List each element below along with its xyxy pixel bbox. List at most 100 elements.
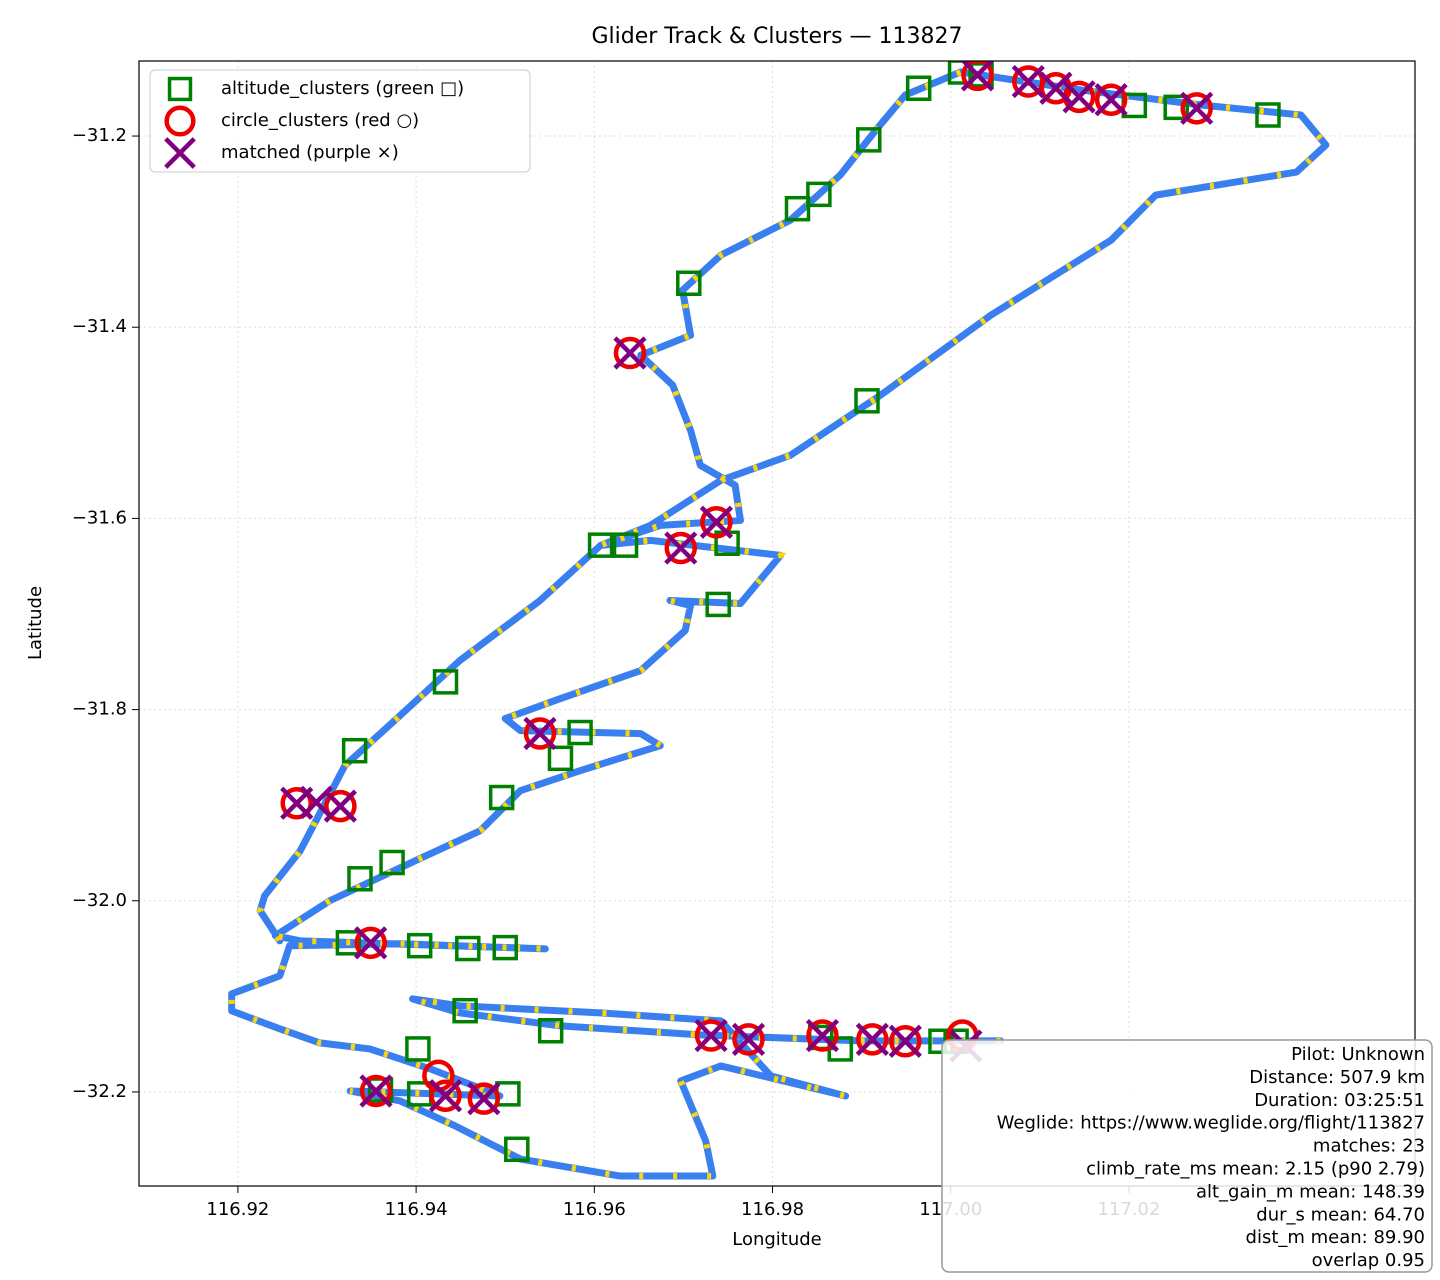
marker-square xyxy=(492,934,518,961)
marker-circle xyxy=(1180,92,1213,125)
legend-label: matched (purple ×) xyxy=(221,142,399,163)
info-line: Distance: 507.9 km xyxy=(1249,1067,1425,1088)
marker-x xyxy=(467,1082,501,1116)
marker-x xyxy=(699,505,733,539)
marker-circle xyxy=(354,926,387,960)
marker-x xyxy=(960,61,995,92)
marker-square xyxy=(455,935,481,962)
marker-square xyxy=(587,532,614,558)
marker-circle xyxy=(359,1074,393,1108)
marker-square xyxy=(806,181,832,208)
marker-square xyxy=(379,849,405,876)
marker-circle xyxy=(429,1079,462,1113)
x-tick-label: 116.94 xyxy=(385,1199,448,1220)
info-line: alt_gain_m mean: 148.39 xyxy=(1196,1181,1425,1202)
flight-track-highlight xyxy=(228,68,1331,1180)
info-line: climb_rate_ms mean: 2.15 (p90 2.79) xyxy=(1086,1159,1425,1180)
info-line: Duration: 03:25:51 xyxy=(1254,1090,1425,1111)
marker-x xyxy=(613,336,647,370)
marker-x xyxy=(855,1022,889,1056)
marker-x xyxy=(1011,64,1045,99)
marker-square xyxy=(405,1036,431,1062)
x-tick-label: 116.96 xyxy=(563,1199,626,1220)
marker-square xyxy=(504,1136,530,1163)
marker-circle xyxy=(324,789,357,823)
marker-x xyxy=(359,1074,393,1108)
marker-square xyxy=(676,270,702,296)
marker-circle xyxy=(1094,83,1128,116)
flight-track xyxy=(228,68,1330,1180)
marker-x xyxy=(805,1018,840,1053)
info-line: matches: 23 xyxy=(1313,1136,1425,1157)
plot-area xyxy=(228,61,1331,1180)
marker-circle xyxy=(889,1025,922,1058)
legend-label: circle_clusters (red ○) xyxy=(221,110,419,131)
legend-box xyxy=(149,69,531,173)
info-box-frame xyxy=(941,1039,1433,1273)
marker-square xyxy=(488,784,515,811)
marker-square xyxy=(905,75,932,101)
y-tick-label: −31.8 xyxy=(72,699,127,720)
marker-circle xyxy=(164,105,196,137)
marker-circle xyxy=(467,1082,501,1115)
marker-circle xyxy=(700,505,733,539)
marker-circle xyxy=(613,336,647,370)
marker-square xyxy=(1255,102,1281,128)
marker-square xyxy=(856,127,882,153)
marker-square xyxy=(854,388,880,414)
marker-square xyxy=(784,195,811,222)
y-tick-label: −32.2 xyxy=(72,1081,127,1102)
marker-square xyxy=(567,719,593,746)
y-tick-label: −31.2 xyxy=(72,125,127,146)
marker-circle xyxy=(280,787,313,820)
marker-square xyxy=(612,532,639,558)
marker-circle xyxy=(961,61,994,92)
marker-x xyxy=(888,1024,922,1058)
x-axis-label: Longitude xyxy=(732,1229,822,1250)
info-line: overlap 0.95 xyxy=(1312,1250,1425,1271)
marker-circle xyxy=(806,1019,839,1052)
marker-x xyxy=(664,531,698,565)
marker-square xyxy=(432,669,459,695)
marker-x xyxy=(1039,71,1073,105)
x-tick-label: 116.98 xyxy=(741,1199,804,1220)
marker-square xyxy=(347,866,373,892)
marker-x xyxy=(428,1079,463,1113)
marker-square xyxy=(1163,94,1189,121)
legend: altitude_clusters (green □) circle_cluste… xyxy=(149,69,531,173)
marker-x xyxy=(523,716,557,751)
marker-circle xyxy=(694,1019,728,1052)
marker-square xyxy=(335,930,362,956)
marker-square xyxy=(705,591,731,618)
info-line: dur_s mean: 64.70 xyxy=(1256,1204,1425,1225)
marker-x xyxy=(354,926,388,960)
y-tick-label: −32.0 xyxy=(72,890,127,911)
marker-square xyxy=(406,932,433,959)
marker-circle xyxy=(732,1023,765,1056)
marker-circle xyxy=(856,1023,889,1056)
chart-title: Glider Track & Clusters — 113827 xyxy=(591,24,962,49)
marker-circle xyxy=(664,531,698,565)
marker-square xyxy=(537,1018,564,1044)
info-line: Pilot: Unknown xyxy=(1291,1044,1425,1065)
marker-square xyxy=(167,76,193,102)
x-tick-label: 116.92 xyxy=(206,1199,269,1220)
marker-square xyxy=(452,997,478,1024)
marker-x xyxy=(323,789,357,823)
axes-frame xyxy=(138,60,1416,1187)
info-line: dist_m mean: 89.90 xyxy=(1246,1227,1425,1248)
marker-x xyxy=(1062,80,1096,114)
marker-x xyxy=(731,1022,766,1056)
marker-x xyxy=(1094,83,1128,117)
y-axis-label: Latitude xyxy=(25,586,46,660)
marker-square xyxy=(547,745,574,772)
marker-x xyxy=(1180,91,1214,125)
marker-square xyxy=(341,737,368,764)
info-line: Weglide: https://www.weglide.org/flight/… xyxy=(997,1113,1425,1134)
marker-circle xyxy=(523,717,557,750)
marker-x xyxy=(164,137,196,169)
y-tick-label: −31.6 xyxy=(72,507,127,528)
marker-x xyxy=(694,1018,728,1053)
